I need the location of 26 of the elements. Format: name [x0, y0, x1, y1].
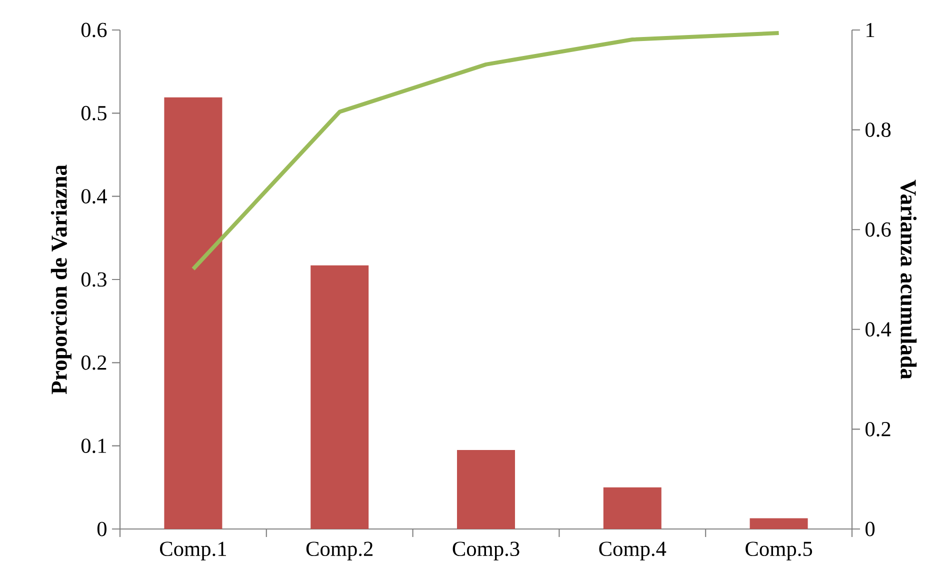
bar: [603, 487, 662, 530]
y-axis-title: Proporcion de Variazna: [50, 164, 72, 394]
y-tick-label: 0.4: [81, 189, 107, 204]
y-tick-label: 0.3: [81, 272, 106, 287]
y-tick-label: 0.1: [81, 438, 106, 454]
y2-tick-label: 0.8: [866, 122, 891, 138]
x-tick-label: Comp.4: [599, 542, 666, 560]
y2-tick-label: 0: [866, 522, 875, 536]
bar: [164, 97, 222, 530]
y-tick-label: 0.6: [81, 22, 107, 38]
line-series: [191, 30, 781, 272]
y2-tick-label: 0.2: [866, 422, 890, 436]
y2-tick-label: 0.4: [866, 322, 892, 337]
bar: [457, 450, 515, 530]
y-tick-label: 0.5: [81, 106, 106, 120]
y-tick-label: 0: [97, 522, 106, 536]
y2-tick-label: 0.6: [866, 222, 891, 237]
y-tick-label: 0.2: [81, 355, 106, 370]
y2-tick-label: 1: [866, 22, 874, 38]
x-tick-label: Comp.5: [746, 542, 812, 560]
y2-axis-title: Varianza acumulada: [900, 180, 917, 380]
x-tick-label: Comp.3: [452, 542, 520, 560]
bar: [310, 265, 369, 530]
x-tick-label: Comp.1: [160, 542, 226, 560]
x-tick-label: Comp.2: [306, 542, 373, 560]
bar: [750, 518, 808, 530]
